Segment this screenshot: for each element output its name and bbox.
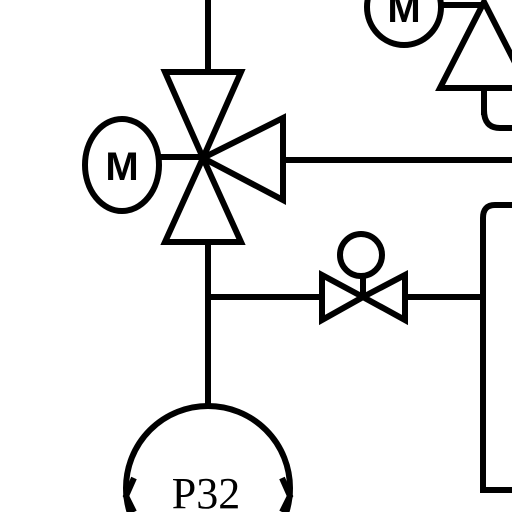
pump-circle [123, 403, 293, 512]
pipe-top-right-connector [481, 109, 512, 131]
pump-right-notch [279, 476, 294, 512]
motor-actuator-top: M [364, 0, 444, 48]
motor-actuator-main: M [82, 116, 162, 214]
three-way-valve-top [160, 69, 246, 166]
bypass-valve-handwheel [337, 231, 385, 279]
bypass-valve-left [319, 269, 370, 326]
motor-label-main: M [105, 145, 138, 189]
three-way-valve-bottom [160, 150, 246, 245]
pump-p32: P32 [122, 403, 294, 512]
pump-label: P32 [172, 469, 240, 512]
three-way-valve-right [196, 113, 286, 205]
pipe-return-vertical [480, 202, 512, 493]
motor-label-top: M [387, 0, 420, 31]
motor-circle-main [82, 116, 162, 214]
bypass-valve-right [356, 270, 408, 326]
motor-circle-top [364, 0, 444, 48]
pump-left-notch [122, 476, 137, 512]
top-valve-lower-triangle [435, 0, 512, 91]
